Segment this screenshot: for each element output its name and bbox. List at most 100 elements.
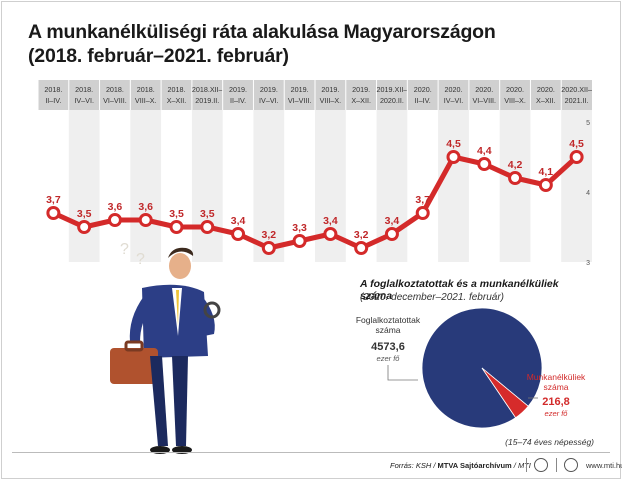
x-tick-label: 2018. [168, 85, 186, 94]
footer: Forrás: KSH / MTVA Sajtóarchívum / MTI w… [12, 452, 622, 478]
x-tick-label: VIII–X. [320, 96, 342, 105]
data-point [77, 220, 92, 234]
mtva-logo [534, 458, 548, 472]
x-tick-label: X–XII. [536, 96, 556, 105]
data-point [323, 227, 338, 241]
pie-slice [481, 367, 529, 419]
y-tick-label: 3 [586, 260, 590, 267]
unemployment-series: 3,7 3,5 3,6 3,6 3,5 3,5 3,4 3,2 3,3 3,4 3,2 3,4 3,7 4… [46, 138, 584, 255]
data-label: 3,4 [323, 215, 338, 227]
x-tick-label: VI–VIII. [472, 96, 496, 105]
x-tick-label: 2018. [44, 85, 62, 94]
pie-label: Foglalkoztatottak [356, 315, 421, 325]
data-label: 3,2 [354, 229, 369, 241]
chart-subtitle: (2018. február–2021. február) [28, 45, 289, 67]
x-tick-label: 2019. [229, 85, 247, 94]
x-tick-label: 2020. [475, 85, 493, 94]
pie-value: 216,8 [542, 396, 570, 408]
pie-leader [387, 365, 418, 381]
x-tick-label: IV–VI. [259, 96, 279, 105]
footer-divider [526, 458, 527, 472]
x-tick-label: 2019. [260, 85, 278, 94]
column-band [191, 110, 223, 262]
x-tick-label: VIII–X. [135, 96, 157, 105]
x-tick-label: 2020.II. [380, 96, 404, 105]
x-tick-label: 2018.XII– [192, 85, 223, 94]
x-tick-label: 2020. [537, 85, 555, 94]
data-point [107, 213, 122, 227]
column-band [253, 110, 285, 262]
x-tick-label: IV–VI. [444, 96, 464, 105]
pie-unit: ezer fő [545, 409, 569, 418]
x-tick-label: 2019. [321, 85, 339, 94]
x-tick-label: VIII–X. [504, 96, 526, 105]
x-tick-label: 2019.XII– [377, 85, 408, 94]
x-tick-label: II–IV. [230, 96, 246, 105]
column-band [68, 110, 100, 262]
x-tick-label: IV–VI. [74, 96, 94, 105]
footer-divider [556, 458, 557, 472]
pie-slices [421, 307, 543, 429]
x-tick-label: 2018. [137, 85, 155, 94]
data-point [508, 171, 523, 185]
population-note: (15–74 éves népesség) [505, 437, 594, 447]
pie-inset: A foglalkoztatottak és a munkanélküliek … [350, 270, 592, 432]
column-band [499, 110, 531, 262]
pie-labels: Foglalkoztatottak száma 4573,6 ezer fő Munka… [356, 315, 586, 418]
data-point [169, 220, 184, 234]
pie-chart: Foglalkoztatottak száma 4573,6 ezer fő Munka… [356, 307, 586, 429]
x-tick-label: 2020.XII– [561, 85, 592, 94]
data-point [354, 241, 369, 255]
data-label: 4,1 [539, 166, 554, 178]
x-tick-label: VI–VIII. [103, 96, 127, 105]
x-tick-label: 2018. [75, 85, 93, 94]
x-tick-label: II–IV. [415, 96, 431, 105]
data-label: 3,2 [262, 229, 277, 241]
pie-value: 4573,6 [371, 341, 405, 353]
data-point [446, 150, 461, 164]
question-mark-icon: ? [120, 241, 129, 258]
x-tick-label: X–XII. [351, 96, 371, 105]
data-label: 3,4 [385, 215, 400, 227]
data-point [261, 241, 276, 255]
x-tick-label: 2021.II. [565, 96, 589, 105]
data-point [538, 178, 553, 192]
data-point [415, 206, 430, 220]
data-point [200, 220, 215, 234]
data-point [231, 227, 246, 241]
x-tick-label: VI–VIII. [288, 96, 312, 105]
pie-subtitle: (2020. december–2021. február) [360, 292, 504, 303]
businessman-illustration: ? ? [110, 241, 221, 454]
x-tick-label: 2019. [352, 85, 370, 94]
data-label: 3,6 [108, 201, 123, 213]
mti-logo [564, 458, 578, 472]
data-label: 3,6 [138, 201, 153, 213]
website-link[interactable]: www.mti.hu [586, 461, 622, 470]
column-band [130, 110, 162, 262]
x-tick-label: II–IV. [45, 96, 61, 105]
question-mark-icon: ? [136, 251, 145, 268]
data-label: 4,2 [508, 159, 523, 171]
data-point [384, 227, 399, 241]
category-header: 2018. II–IV. 2018. IV–VI. 2018. VI–VIII. 2018.… [37, 80, 592, 110]
data-label: 3,5 [77, 208, 92, 220]
x-tick-label: 2019.II. [195, 96, 219, 105]
x-tick-label: 2020. [414, 85, 432, 94]
y-tick-label: 4 [586, 190, 590, 197]
pie-title: A foglalkoztatottak és a munkanélküliek … [360, 278, 559, 302]
data-label: 3,4 [231, 215, 246, 227]
data-label: 4,5 [569, 138, 584, 150]
data-label: 3,7 [415, 194, 430, 206]
pie-label: száma [543, 382, 568, 392]
x-tick-label: 2018. [106, 85, 124, 94]
data-label: 4,5 [446, 138, 461, 150]
data-point [46, 206, 61, 220]
data-label: 4,4 [477, 145, 492, 157]
pie-label: Munkanélküliek [527, 372, 586, 382]
source-credit: Forrás: KSH / MTVA Sajtóarchívum / MTI [390, 461, 531, 470]
x-tick-label: 2019. [291, 85, 309, 94]
x-tick-label: 2020. [506, 85, 524, 94]
data-label: 3,5 [200, 208, 215, 220]
